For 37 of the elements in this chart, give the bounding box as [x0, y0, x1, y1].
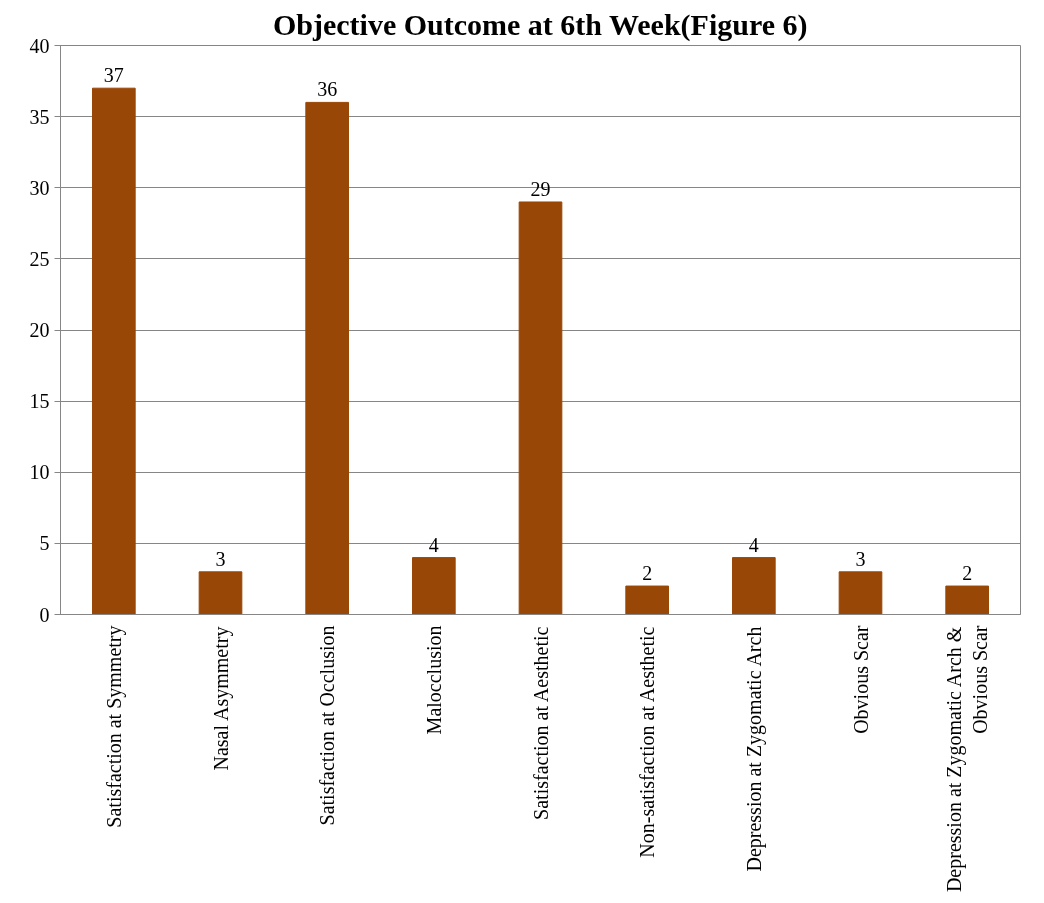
data-label: 4 [748, 533, 759, 556]
x-tick-label: Non-satisfaction at Aesthetic [636, 626, 659, 858]
bar [732, 557, 776, 615]
data-label: 37 [103, 64, 124, 87]
bar [198, 571, 243, 615]
y-tick-label: 15 [29, 390, 50, 413]
data-label: 3 [215, 547, 226, 570]
bar [625, 585, 669, 615]
y-tick-label: 0 [39, 603, 50, 626]
x-tick-label: Malocclusion [422, 625, 445, 735]
data-label: 3 [855, 547, 866, 570]
x-tick-label: Satisfaction at Aesthetic [529, 626, 552, 820]
x-tick-label: Depression at Zygomatic Arch [742, 626, 766, 872]
y-tick-label: 40 [29, 34, 50, 57]
x-tick-label: Satisfaction at Occlusion [316, 625, 339, 826]
data-label: 2 [962, 562, 973, 585]
x-tick-label: Satisfaction at Symmetry [102, 625, 126, 828]
x-tick-label: Obvious Scar [849, 625, 872, 734]
y-tick-label: 5 [39, 532, 50, 555]
data-label: 29 [530, 177, 551, 200]
data-label: 4 [428, 533, 439, 556]
bar [518, 201, 563, 615]
y-tick-label: 25 [29, 247, 50, 270]
chart-title: Objective Outcome at 6th Week(Figure 6) [272, 7, 808, 42]
x-tick-label: Nasal Asymmetry [209, 626, 233, 771]
y-tick-label: 20 [29, 319, 50, 341]
bar [945, 585, 989, 615]
x-tick-label: Depression at Zygomatic Arch & Obvious Scar [942, 625, 992, 893]
bar [838, 571, 883, 615]
bar [412, 557, 456, 615]
data-label: 36 [317, 78, 338, 101]
y-tick-label: 30 [29, 176, 50, 199]
data-label: 2 [642, 562, 653, 585]
y-tick-label: 35 [29, 105, 50, 128]
y-tick-label: 10 [29, 461, 50, 484]
bar [92, 87, 136, 615]
bar [305, 101, 349, 615]
